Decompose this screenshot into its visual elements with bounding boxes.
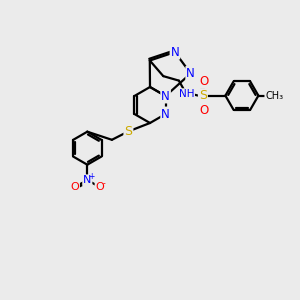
Text: N: N [83,175,92,185]
Text: O: O [70,182,79,192]
Text: N: N [170,46,179,59]
Text: NH: NH [178,89,194,99]
Text: +: + [88,172,94,181]
Text: CH₃: CH₃ [265,91,284,100]
Text: N: N [186,67,195,80]
Text: S: S [199,89,207,102]
Text: -: - [103,179,106,188]
Text: N: N [161,89,170,103]
Text: S: S [124,125,132,138]
Text: N: N [161,107,170,121]
Text: O: O [200,75,209,88]
Text: O: O [95,182,104,192]
Text: O: O [200,103,209,116]
